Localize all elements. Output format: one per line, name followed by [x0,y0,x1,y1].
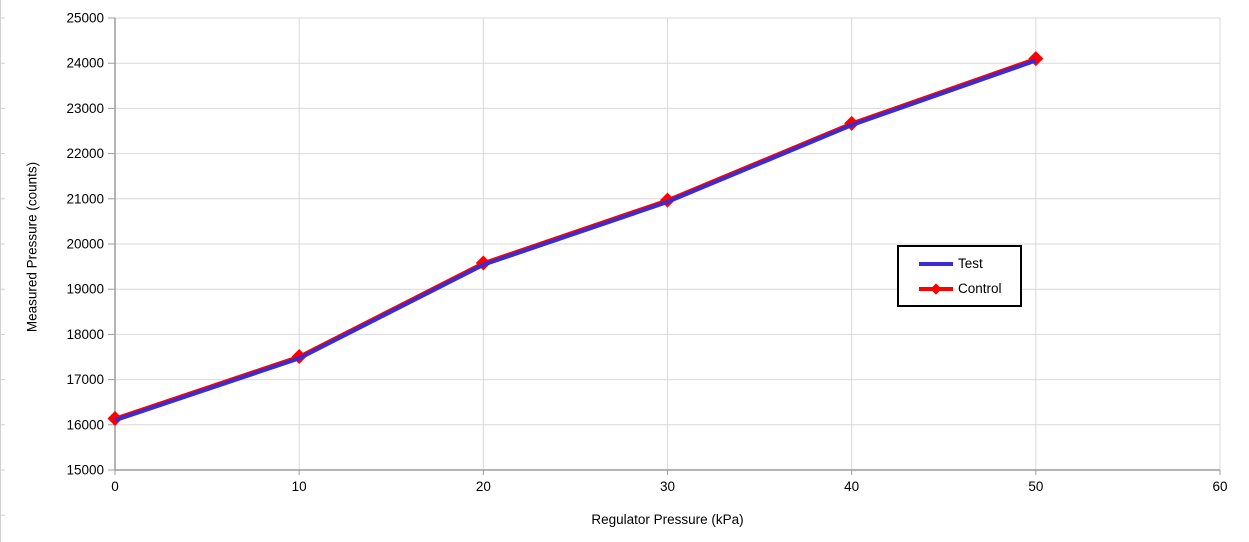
y-tick-label: 16000 [66,417,104,432]
x-tick-label: 50 [1028,479,1043,494]
y-tick-label: 25000 [66,11,104,26]
y-tick-label: 21000 [66,191,104,206]
x-axis-title: Regulator Pressure (kPa) [591,512,744,527]
x-tick-label: 30 [660,479,675,494]
y-tick-label: 15000 [66,463,104,478]
series-line-control [114,57,1037,421]
legend-label-test: Test [958,256,983,271]
x-tick-label: 40 [844,479,859,494]
x-tick-label: 10 [292,479,307,494]
legend: Test Control [897,245,1022,307]
x-tick-label: 0 [111,479,119,494]
y-tick-label: 22000 [66,146,104,161]
legend-label-control: Control [958,281,1002,296]
x-tick-label: 20 [476,479,491,494]
y-tick-label: 20000 [66,237,104,252]
diamond-marker-icon [930,282,942,295]
legend-entry-test: Test [919,256,1014,271]
control-line-swatch [919,282,953,295]
test-line-swatch [919,261,953,266]
y-axis-title: Measured Pressure (counts) [24,161,40,333]
y-tick-label: 19000 [66,282,104,297]
y-tick-label: 23000 [66,101,104,116]
y-tick-label: 17000 [66,372,104,387]
x-tick-label: 60 [1212,479,1227,494]
legend-entry-control: Control [919,281,1014,296]
y-tick-label: 24000 [66,56,104,71]
series-line-test [114,58,1037,423]
y-tick-label: 18000 [66,327,104,342]
